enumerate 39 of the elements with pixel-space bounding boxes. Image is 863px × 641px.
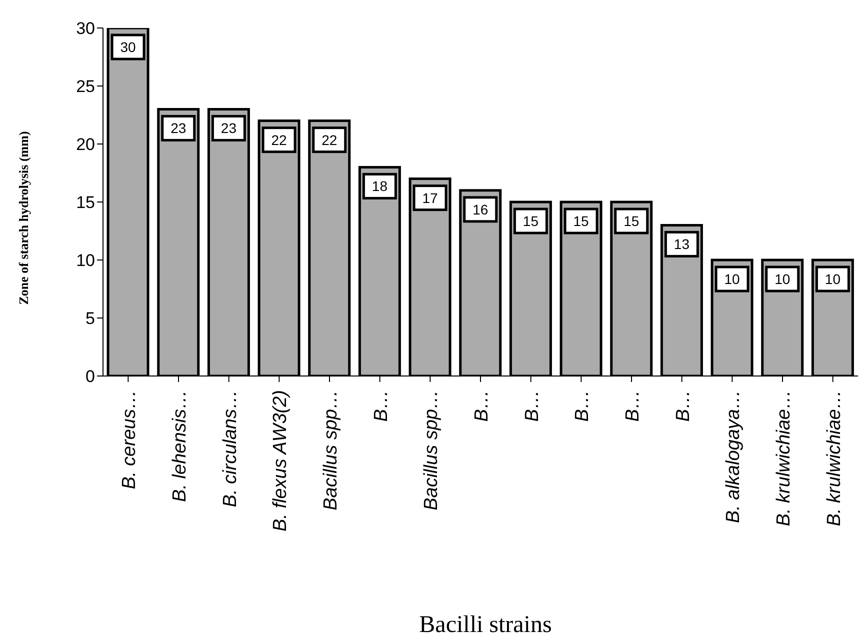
x-tick-label: B…: [522, 390, 543, 422]
x-tick-label: B. cereus…: [119, 390, 140, 490]
data-label: 22: [322, 132, 338, 148]
y-tick-label: 0: [86, 367, 95, 386]
y-tick-label: 10: [76, 251, 95, 270]
x-tick-label: B…: [572, 390, 594, 422]
data-label: 10: [824, 271, 841, 287]
x-tick-label: Bacillus spp…: [320, 390, 342, 510]
y-tick-label: 20: [76, 135, 95, 154]
x-tick-label: B…: [370, 390, 392, 422]
data-label: 30: [120, 39, 136, 55]
y-tick-label: 30: [76, 19, 95, 38]
x-tick-label: B. flexus AW3(2): [270, 390, 292, 532]
x-axis-title: Bacilli strains: [418, 612, 553, 639]
x-tick-label: B…: [472, 390, 492, 422]
data-label: 16: [472, 201, 488, 218]
x-tick-label: B…: [672, 390, 694, 422]
data-label: 22: [271, 132, 288, 148]
y-tick-label: 15: [76, 193, 95, 212]
data-label: 13: [674, 236, 690, 252]
x-tick-label: B. circulans…: [220, 390, 241, 508]
data-label: 15: [624, 213, 640, 229]
data-label: 15: [573, 213, 590, 229]
x-tick-label: B. alkalogaya…: [723, 390, 744, 524]
data-label: 10: [774, 271, 790, 287]
data-label: 23: [170, 120, 186, 136]
x-tick-label: B. lehensis…: [170, 390, 190, 502]
x-tick-label: B…: [622, 390, 644, 422]
data-label: 23: [220, 120, 237, 136]
y-axis-title: Zone of starch hydrolysis (mm): [16, 131, 32, 305]
data-label: 17: [422, 190, 438, 206]
x-tick-label: B. krulwichiae…: [824, 390, 845, 526]
data-label: 10: [724, 271, 740, 287]
x-tick-label: Bacillus spp…: [421, 390, 442, 510]
x-tick-label: B. krulwichiae…: [774, 390, 794, 526]
y-tick-label: 25: [76, 77, 95, 96]
data-label: 18: [372, 178, 388, 194]
data-label: 15: [522, 213, 539, 229]
y-tick-label: 5: [86, 309, 95, 328]
